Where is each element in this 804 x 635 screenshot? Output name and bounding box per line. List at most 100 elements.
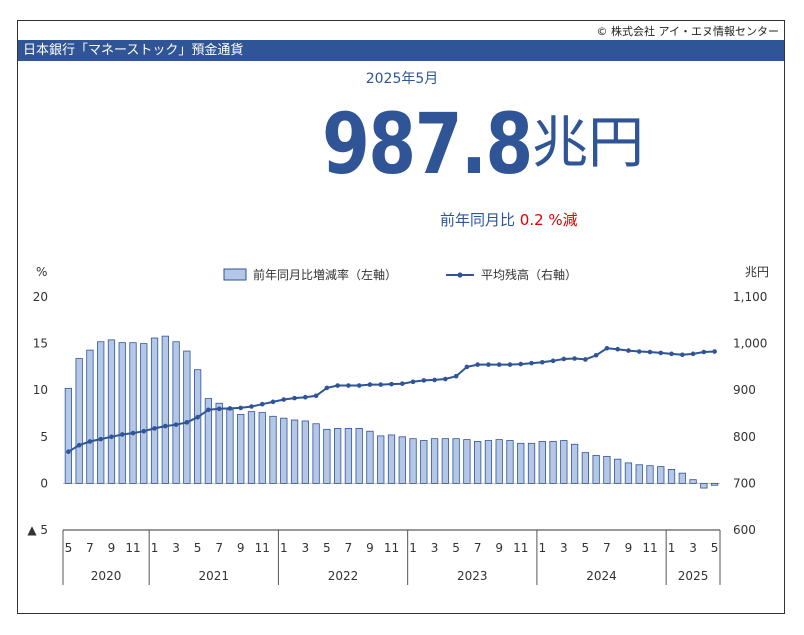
- right-tick-label: 1,000: [733, 337, 767, 351]
- month-tick-label: 3: [560, 541, 568, 555]
- balance-point: [76, 442, 82, 448]
- balance-point: [496, 362, 502, 367]
- legend-line-label: 平均残高（右軸）: [481, 267, 577, 282]
- bar: [280, 417, 288, 484]
- balance-point: [109, 434, 114, 440]
- bar: [430, 438, 439, 484]
- bar: [398, 436, 406, 484]
- month-tick-label: 7: [215, 541, 223, 555]
- bar: [366, 430, 374, 484]
- balance-point: [690, 351, 696, 357]
- left-tick-label: 15: [33, 337, 48, 351]
- balance-point: [313, 393, 319, 399]
- bar: [603, 455, 611, 484]
- headline-unit: 兆円: [532, 111, 644, 176]
- month-tick-label: 3: [431, 541, 439, 555]
- month-tick-label: 5: [711, 541, 719, 555]
- bar: [312, 423, 320, 484]
- bar: [710, 482, 719, 486]
- bar: [161, 335, 169, 484]
- legend-line-marker: [457, 272, 463, 278]
- balance-point: [238, 405, 244, 411]
- month-tick-label: 1: [538, 541, 546, 555]
- left-tick-label: 20: [33, 290, 48, 304]
- balance-point: [98, 436, 103, 442]
- period-label: 2025年5月: [365, 71, 439, 87]
- bar: [452, 438, 460, 484]
- balance-point: [507, 362, 513, 367]
- bar: [107, 339, 116, 484]
- bar: [269, 415, 277, 484]
- month-tick-label: 9: [495, 541, 503, 555]
- balance-point: [593, 352, 599, 358]
- balance-point: [249, 404, 254, 409]
- balance-point: [583, 357, 588, 362]
- month-tick-label: 9: [366, 541, 374, 555]
- balance-point: [399, 381, 405, 386]
- balance-point: [636, 349, 642, 354]
- year-label: 2023: [457, 569, 488, 583]
- bar: [538, 441, 546, 484]
- bar: [527, 442, 536, 484]
- balance-point: [389, 381, 394, 387]
- balance-point: [658, 350, 664, 356]
- month-tick-label: 5: [65, 541, 73, 555]
- balance-point: [173, 422, 179, 427]
- balance-point: [87, 439, 93, 444]
- balance-point: [184, 420, 190, 425]
- month-tick-label: 5: [323, 541, 331, 555]
- balance-point: [206, 407, 211, 413]
- left-tick-label: 0: [40, 476, 48, 490]
- balance-point: [475, 362, 480, 367]
- year-label: 2021: [199, 569, 230, 583]
- balance-point: [572, 356, 577, 361]
- bar: [129, 342, 137, 484]
- bar: [323, 428, 331, 484]
- balance-point: [227, 406, 233, 411]
- bar: [150, 337, 159, 484]
- balance-point: [163, 423, 168, 429]
- year-label: 2025: [678, 569, 709, 583]
- yoy-label: 前年同月比: [440, 211, 516, 229]
- balance-point: [712, 349, 717, 354]
- balance-point: [66, 449, 71, 455]
- legend-bar-label: 前年同月比増減率（左軸）: [253, 267, 397, 282]
- balance-point: [367, 382, 373, 387]
- left-tick-label: ▲ 5: [27, 523, 48, 537]
- balance-point: [292, 395, 297, 401]
- balance-point: [626, 348, 631, 353]
- yoy-summary: 前年同月比 0.2 %減: [440, 209, 578, 230]
- year-label: 2024: [586, 569, 617, 583]
- bar: [86, 349, 94, 484]
- copyright-text: © 株式会社 アイ・エヌ情報センター: [596, 25, 779, 38]
- bar: [441, 438, 449, 484]
- month-tick-label: 11: [642, 541, 657, 555]
- bar: [657, 466, 665, 484]
- bar: [506, 440, 514, 484]
- left-tick-label: 10: [33, 383, 48, 397]
- bar: [689, 479, 697, 484]
- bar: [581, 452, 589, 484]
- month-tick-label: 1: [668, 541, 676, 555]
- month-tick-label: 7: [603, 541, 611, 555]
- bar: [667, 469, 676, 484]
- bar: [334, 428, 342, 484]
- balance-point: [615, 346, 620, 352]
- bar: [474, 441, 482, 484]
- bar: [387, 434, 396, 484]
- right-tick-label: 800: [733, 430, 756, 444]
- balance-point: [346, 383, 351, 388]
- month-tick-label: 11: [384, 541, 399, 555]
- balance-point: [518, 361, 524, 367]
- bar: [560, 440, 568, 484]
- month-tick-label: 11: [125, 541, 140, 555]
- bar: [420, 440, 428, 484]
- balance-point: [335, 383, 340, 388]
- bar: [635, 464, 643, 484]
- bar: [75, 358, 83, 484]
- month-tick-label: 3: [689, 541, 697, 555]
- bar: [484, 440, 493, 484]
- bar: [183, 350, 191, 484]
- bar: [247, 411, 256, 484]
